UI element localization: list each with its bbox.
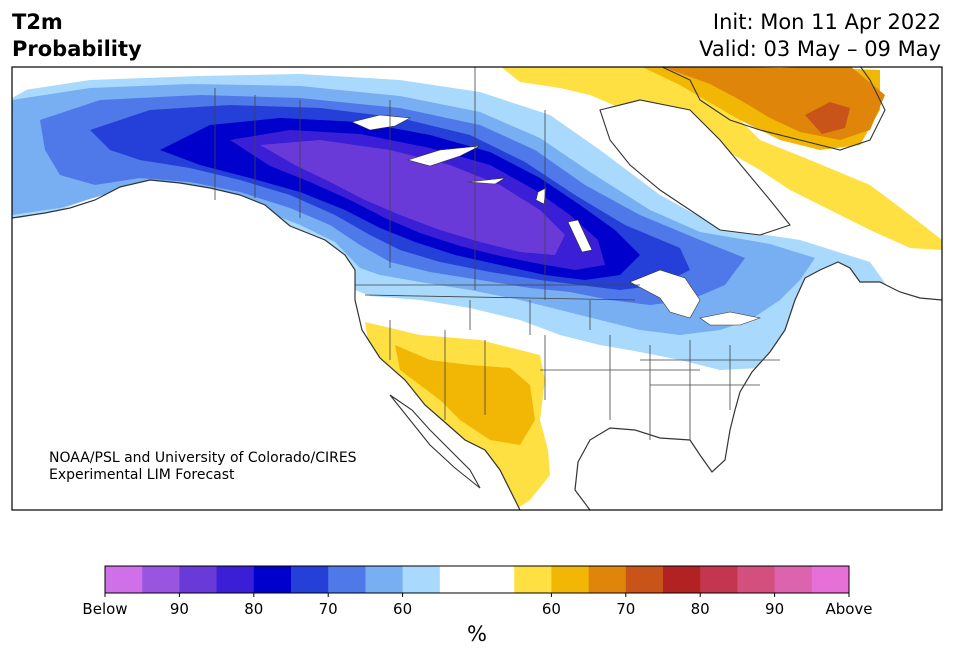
cold-contour-85	[260, 140, 565, 255]
valid-dates: Valid: 03 May – 09 May	[699, 37, 941, 61]
map-frame	[11, 66, 943, 511]
colorbar-swatch	[551, 566, 590, 593]
colorbar-swatch	[514, 566, 552, 593]
colorbar-tick-label: Below	[82, 600, 128, 618]
coastline	[12, 179, 942, 510]
colorbar-tick-label: 70	[616, 600, 636, 618]
greenland-coast	[660, 67, 886, 151]
credit-line-2: Experimental LIM Forecast	[49, 467, 235, 483]
colorbar-tick-label: 80	[244, 600, 264, 618]
colorbar-tick-label: 80	[690, 600, 710, 618]
colorbar-swatch	[179, 566, 218, 593]
colorbar-swatch	[365, 566, 404, 593]
colorbar-tick-label: 60	[541, 600, 561, 618]
forecast-dates: Init: Mon 11 Apr 2022 Valid: 03 May – 09…	[699, 9, 941, 63]
colorbar-border	[104, 565, 850, 594]
map-field	[12, 67, 942, 510]
colorbar-swatch	[439, 566, 478, 593]
colorbar-swatch	[737, 566, 776, 593]
warm-contour-ne-50	[500, 67, 942, 250]
colorbar-tick-label: 60	[393, 600, 413, 618]
lakes	[351, 114, 762, 326]
colorbar-swatch	[253, 566, 292, 593]
baja-coast	[389, 394, 481, 489]
map-title: T2m Probability	[12, 9, 142, 63]
title-type: Probability	[12, 37, 142, 61]
colorbar-swatch	[402, 566, 441, 593]
title-variable: T2m	[12, 10, 63, 34]
colorbar-swatch	[328, 566, 366, 593]
colorbar-tick-label: 70	[318, 600, 338, 618]
political-borders	[214, 67, 780, 440]
colorbar-swatch	[811, 566, 850, 593]
colorbar-tick-label: 90	[169, 600, 189, 618]
warm-contour-greenland-70	[805, 102, 850, 134]
colorbar-tick-label: 90	[765, 600, 785, 618]
colorbar-swatch	[477, 566, 515, 593]
colorbar-swatch	[700, 566, 738, 593]
colorbar-swatch	[774, 566, 813, 593]
colorbar-swatch	[105, 566, 143, 593]
colorbar-swatch	[625, 566, 664, 593]
init-date: Init: Mon 11 Apr 2022	[712, 10, 941, 34]
colorbar-swatch	[588, 566, 627, 593]
colorbar-swatch	[663, 566, 701, 593]
credit-line-1: NOAA/PSL and University of Colorado/CIRE…	[49, 450, 357, 466]
colorbar-tick-label: Above	[825, 600, 873, 618]
colorbar-swatch	[216, 566, 255, 593]
hudson-bay	[599, 99, 791, 236]
credit-text: NOAA/PSL and University of Colorado/CIRE…	[49, 450, 357, 484]
colorbar-swatch	[142, 566, 180, 593]
colorbar-swatch	[291, 566, 329, 593]
warm-contour-sw-60	[395, 345, 535, 445]
colorbar-unit: %	[467, 622, 487, 646]
